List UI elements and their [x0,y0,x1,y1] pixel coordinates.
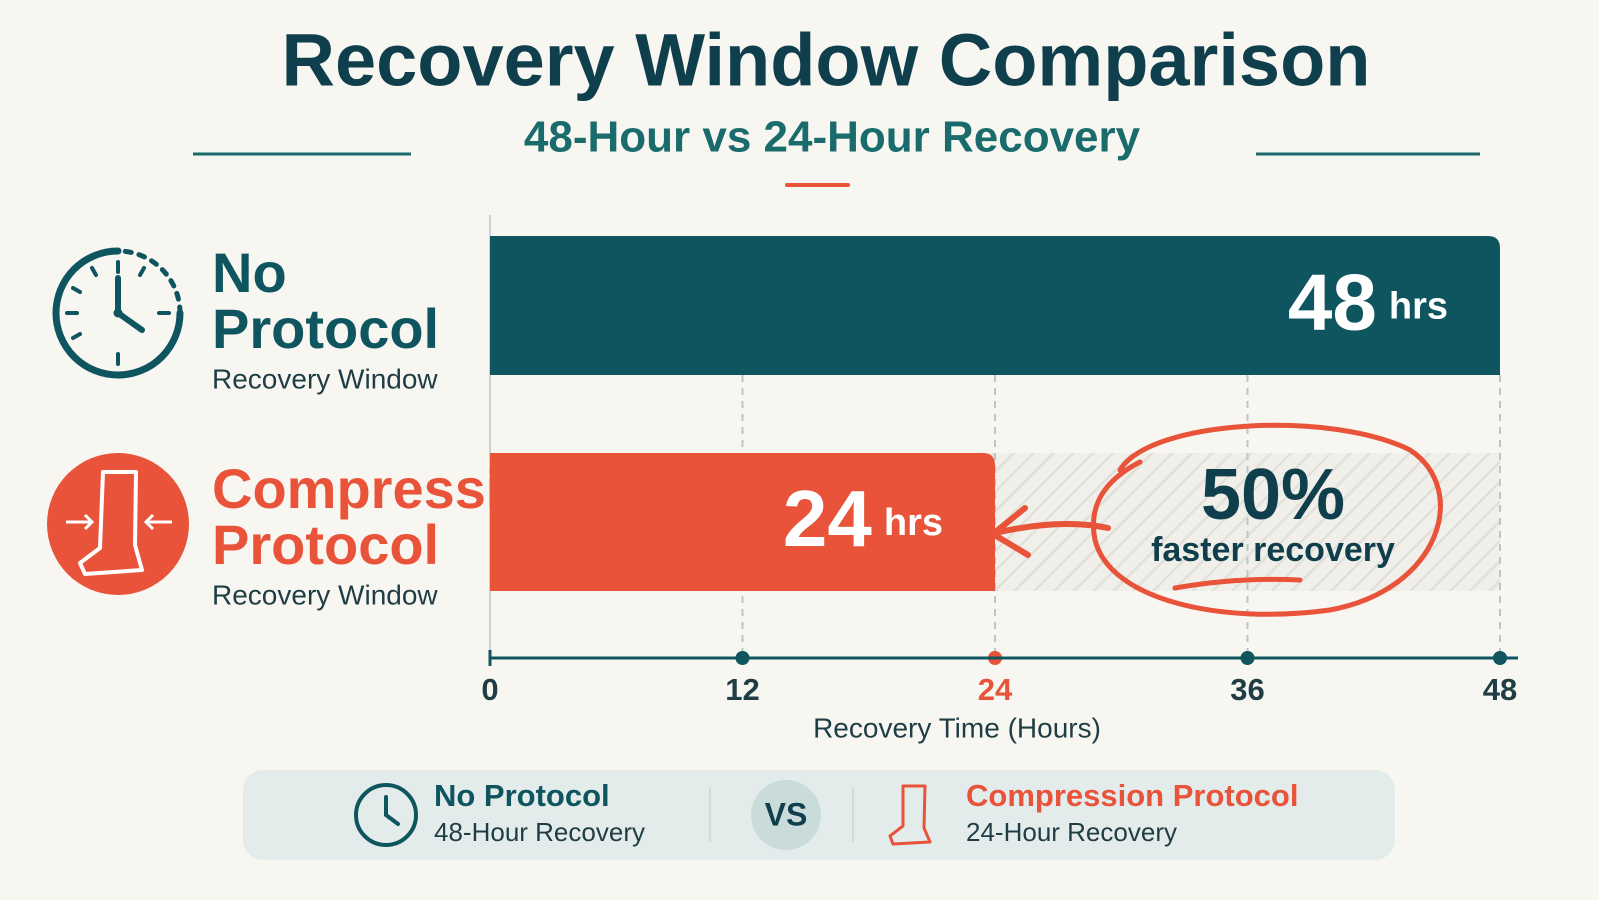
compression-icon [47,453,189,595]
value-label: 48 hrs [1288,258,1448,347]
category-label: No Protocol [212,241,439,360]
annotation: 50% faster recovery [990,422,1443,617]
category-line: Protocol [212,513,439,576]
comparison-subtitle: 48-Hour Recovery [434,817,645,847]
category-label: Compression Protocol [212,457,570,576]
category-line: Compression [212,457,570,520]
value-unit: hrs [1389,286,1448,328]
bar [490,453,995,591]
value-label: 24 hrs [783,474,943,563]
x-tick-label: 24 [978,672,1013,707]
chart-title: Recovery Window Comparison [282,19,1371,102]
value-unit: hrs [884,502,943,544]
comparison-title: No Protocol [434,778,610,813]
category-line: Protocol [212,297,439,360]
comparison-title: Compression Protocol [966,778,1298,813]
comparison-separator: VS [765,796,808,832]
bar [490,236,1500,375]
category-line: No [212,241,287,304]
comparison-subtitle: 24-Hour Recovery [966,817,1177,847]
annotation-headline: 50% [1201,455,1345,535]
chart-subtitle: 48-Hour vs 24-Hour Recovery [524,113,1141,162]
x-tick-label: 36 [1230,672,1264,707]
comparison-panel: No Protocol 48-Hour Recovery VS Compress… [243,770,1395,860]
clock-icon [52,247,184,379]
category-sublabel: Recovery Window [212,363,438,394]
x-tick-label: 12 [725,672,759,707]
category-sublabel: Recovery Window [212,579,438,610]
value-number: 48 [1288,258,1377,347]
value-number: 24 [783,474,872,563]
x-tick-label: 0 [481,672,498,707]
annotation-text: faster recovery [1151,531,1395,569]
x-axis-label: Recovery Time (Hours) [813,712,1101,743]
x-tick-label: 48 [1483,672,1517,707]
